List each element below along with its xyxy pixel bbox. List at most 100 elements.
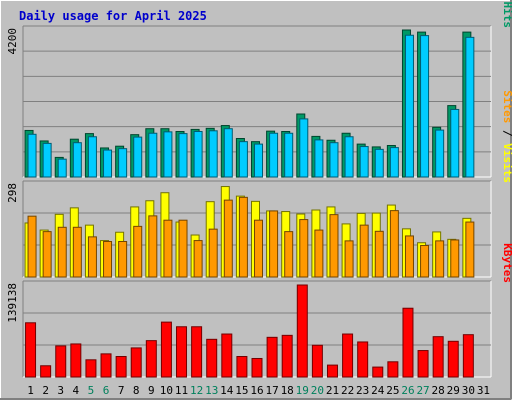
x-tick-label: 19 [296, 384, 309, 397]
legend-sites: Sites [501, 90, 512, 123]
panel-middle: 298 Sites / Visits [6, 90, 512, 278]
x-tick-label: 1 [27, 384, 34, 397]
y-max-label: 298 [6, 183, 19, 203]
bar-kbytes-day-2 [40, 365, 52, 378]
bar-sites-day-15 [238, 196, 248, 278]
bar-sites-day-6 [103, 240, 113, 278]
x-tick-label: 21 [326, 384, 339, 397]
bar-kbytes-day-8 [130, 347, 142, 378]
bar-files-day-2 [42, 142, 52, 178]
x-tick-label: 3 [57, 384, 64, 397]
legend-separator: / [501, 0, 512, 2]
x-tick-label: 16 [250, 384, 263, 397]
bar-files-day-14 [223, 128, 233, 178]
bar-sites-day-10 [163, 219, 173, 278]
bar-files-day-22 [344, 136, 354, 178]
bar-sites-day-21 [329, 214, 339, 278]
bar-sites-day-16 [254, 219, 263, 278]
bar-kbytes-day-20 [311, 344, 323, 378]
x-tick-label: 5 [88, 384, 95, 397]
x-tick-label: 23 [356, 384, 369, 397]
x-tick-label: 26 [401, 384, 414, 397]
bar-kbytes-day-10 [160, 321, 172, 378]
x-tick-label: 22 [341, 384, 354, 397]
bar-files-day-5 [87, 136, 97, 178]
legend-kbytes: KBytes [501, 243, 512, 283]
bar-sites-day-19 [299, 219, 309, 278]
bar-sites-day-25 [389, 210, 399, 278]
right-legend: KBytes [501, 243, 512, 283]
bar-files-day-16 [254, 143, 263, 178]
bar-kbytes-day-14 [221, 333, 233, 378]
bar-kbytes-day-19 [296, 284, 308, 378]
bar-sites-day-8 [133, 225, 143, 278]
bar-kbytes-day-3 [55, 345, 67, 378]
bar-files-day-12 [193, 131, 203, 178]
right-legend: Sites / Visits [501, 90, 512, 183]
bar-files-day-30 [465, 36, 475, 178]
x-tick-label: 8 [133, 384, 140, 397]
bar-files-day-10 [163, 131, 173, 178]
x-tick-label: 29 [447, 384, 460, 397]
x-tick-label: 7 [118, 384, 125, 397]
bar-kbytes-day-25 [387, 361, 399, 378]
bar-files-day-19 [299, 118, 309, 178]
bar-files-day-21 [329, 142, 339, 178]
bar-sites-day-30 [465, 221, 475, 278]
bar-kbytes-day-6 [100, 353, 112, 378]
bar-files-day-1 [27, 133, 37, 178]
bar-sites-day-17 [269, 210, 279, 278]
x-tick-label: 9 [148, 384, 155, 397]
bar-kbytes-day-28 [432, 336, 444, 378]
bar-kbytes-day-23 [357, 341, 369, 378]
x-tick-label: 17 [265, 384, 278, 397]
bar-sites-day-12 [193, 240, 203, 278]
bar-files-day-27 [420, 35, 430, 178]
x-tick-label: 25 [386, 384, 399, 397]
bar-files-day-17 [269, 132, 279, 178]
bar-sites-day-27 [420, 245, 430, 278]
bar-kbytes-day-11 [176, 326, 188, 378]
bar-sites-day-11 [178, 219, 188, 278]
bar-files-day-8 [133, 136, 143, 178]
x-tick-label: 4 [73, 384, 80, 397]
bar-files-day-6 [103, 149, 113, 178]
x-tick-label: 10 [160, 384, 173, 397]
bar-kbytes-day-26 [402, 307, 414, 378]
bar-files-day-15 [238, 141, 248, 178]
bar-files-day-9 [148, 132, 158, 178]
bar-files-day-4 [72, 142, 82, 178]
bar-kbytes-day-1 [25, 322, 37, 378]
x-tick-label: 30 [462, 384, 475, 397]
bar-files-day-3 [57, 158, 67, 178]
bar-sites-day-4 [72, 226, 82, 278]
legend-hits: Hits [501, 2, 512, 29]
x-tick-label: 24 [371, 384, 385, 397]
bar-sites-day-9 [148, 215, 158, 278]
x-tick-label: 2 [42, 384, 49, 397]
panel-bottom: 139138 KBytes [6, 243, 512, 378]
bar-kbytes-day-4 [70, 343, 82, 378]
bar-sites-day-13 [208, 228, 218, 278]
panel-top: 4200 Pages / Files / Hits [6, 0, 512, 178]
bar-files-day-25 [389, 147, 399, 178]
bar-kbytes-day-24 [372, 366, 384, 378]
x-tick-label: 31 [477, 384, 490, 397]
bar-kbytes-day-16 [251, 357, 263, 378]
bar-kbytes-day-30 [462, 334, 474, 378]
x-tick-label: 12 [190, 384, 203, 397]
bar-files-day-23 [359, 146, 369, 178]
bar-sites-day-24 [374, 230, 384, 278]
x-tick-label: 15 [235, 384, 248, 397]
y-max-label: 139138 [6, 283, 19, 323]
bar-kbytes-day-22 [342, 333, 354, 378]
bar-files-day-26 [404, 34, 414, 178]
bar-files-day-29 [450, 108, 460, 178]
bar-files-day-28 [435, 129, 445, 178]
bar-kbytes-day-5 [85, 359, 97, 378]
bar-files-day-20 [314, 139, 324, 178]
bar-kbytes-day-21 [326, 364, 338, 378]
bar-sites-day-22 [344, 240, 354, 278]
